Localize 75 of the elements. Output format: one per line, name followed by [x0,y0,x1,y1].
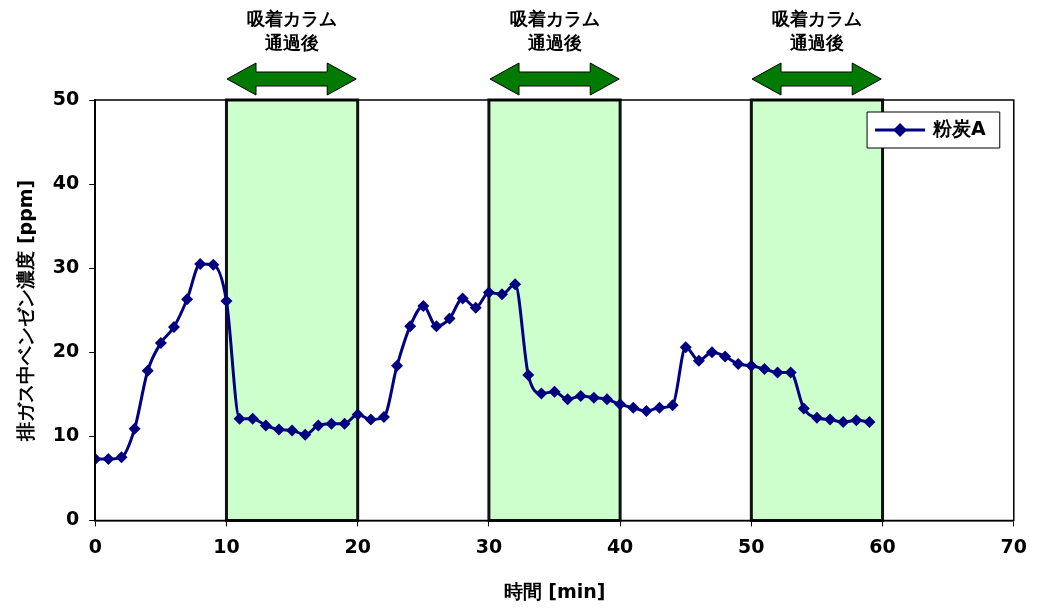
point [115,451,128,464]
point [220,294,233,307]
band-label: 吸着カラム通過後 [247,7,338,53]
band-label: 吸着カラム通過後 [771,7,862,53]
point [259,419,272,432]
point [587,391,600,404]
point [181,293,194,306]
y-axis-title: 排ガス中ベンゼン濃度 [ppm] [14,179,37,442]
point [469,301,482,314]
point [679,341,692,354]
point [141,364,154,377]
y-tick-label: 30 [52,255,80,278]
point [666,399,679,412]
point [207,258,220,271]
point [548,385,561,398]
point [246,412,259,425]
point [824,413,837,426]
point [272,423,285,436]
x-tick-label: 50 [738,534,765,557]
y-tick-label: 0 [66,507,80,530]
y-tick-label: 50 [52,86,80,109]
point [404,320,417,333]
x-axis-title: 時間 [min] [503,579,606,602]
point [351,408,364,421]
point [430,320,443,333]
point [391,359,404,372]
x-tick-label: 10 [213,534,240,557]
point [745,359,758,372]
band-label: 吸着カラム通過後 [509,7,600,53]
point [154,336,167,349]
point [364,413,377,426]
point [456,292,469,305]
y-tick-label: 10 [52,423,80,446]
point [496,288,509,301]
x-tick-label: 30 [475,534,503,557]
point [312,419,325,432]
point [810,411,823,424]
x-tick-label: 20 [344,534,371,557]
point [614,398,627,411]
point [758,363,771,376]
point [535,387,548,400]
legend-label: 粉炭A [932,116,987,139]
point [286,424,299,437]
point [653,401,666,414]
point [377,410,390,423]
x-tick-label: 70 [1000,534,1028,557]
point [797,402,810,415]
point [601,393,613,406]
point [443,312,456,325]
point [233,412,246,425]
point [299,428,312,441]
point [561,393,574,406]
point [692,354,705,367]
point [325,417,338,430]
point [705,346,718,359]
point [627,401,640,414]
point [850,414,863,427]
point [167,321,180,334]
y-tick-label: 20 [52,339,80,362]
x-tick-label: 40 [606,534,634,557]
x-tick-label: 60 [869,534,896,557]
y-tick-label: 40 [52,171,80,194]
x-tick-label: 0 [88,534,102,557]
point [640,405,653,418]
point [863,416,876,429]
point [417,300,430,312]
point [128,422,141,435]
point [338,417,351,430]
point [509,278,522,291]
point [522,368,535,381]
point [482,286,495,299]
point [574,389,587,402]
point [102,453,115,466]
point [719,350,732,363]
point [732,358,745,371]
